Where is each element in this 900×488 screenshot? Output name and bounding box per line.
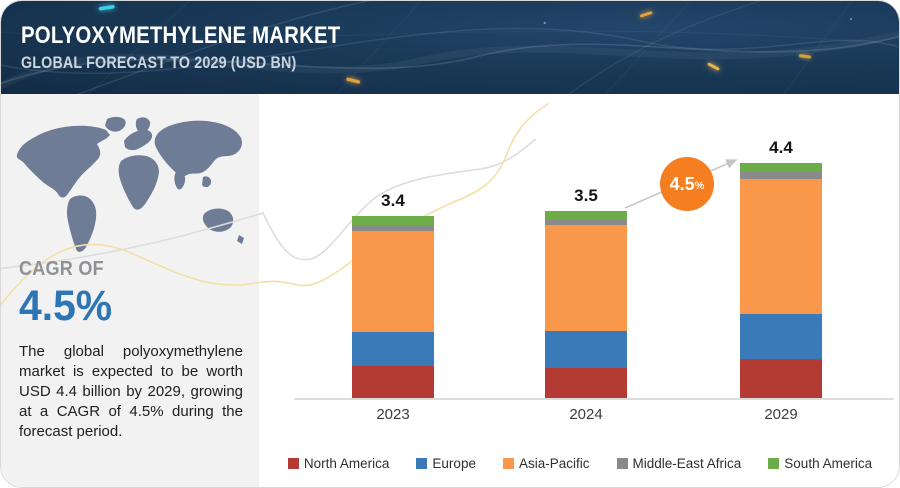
stacked-bar-2023: [352, 216, 434, 398]
bar-segment-europe: [740, 314, 822, 360]
cagr-badge-percent: %: [694, 179, 705, 192]
legend-swatch-icon: [416, 458, 428, 469]
bar-segment-south-america: [352, 216, 434, 226]
page-title: POLYOXYMETHYLENE MARKET: [21, 22, 341, 49]
bar-segment-north-america: [740, 359, 822, 398]
bar-segment-north-america: [545, 368, 627, 398]
bar-total-label: 3.5: [574, 185, 598, 205]
x-axis-label: 2024: [569, 406, 603, 423]
legend-item-asia-pacific: Asia-Pacific: [502, 456, 590, 471]
bar-segment-asia-pacific: [740, 178, 822, 314]
stacked-bar-2024: [545, 210, 627, 398]
bar-segment-north-america: [352, 366, 434, 398]
legend-item-europe: Europe: [416, 456, 476, 471]
x-axis-line: [294, 398, 894, 400]
network-lines-graphic: [1, 1, 899, 94]
legend-label: South America: [784, 456, 873, 471]
cagr-badge-value: 4.5: [669, 173, 695, 194]
sidebar: CAGR OF 4.5% The global polyoxymethylene…: [1, 94, 259, 487]
chart-legend: North America Europe Asia-Pacific Middle-Ea…: [259, 456, 899, 471]
legend-item-north-america: North America: [287, 456, 390, 471]
legend-swatch-icon: [616, 458, 628, 469]
legend-item-middle-east-africa: Middle-East Africa: [616, 456, 742, 471]
legend-label: Asia-Pacific: [518, 456, 590, 471]
legend-label: Europe: [432, 456, 476, 471]
legend-label: North America: [303, 456, 390, 471]
legend-swatch-icon: [768, 458, 780, 469]
page-subtitle: GLOBAL FORECAST TO 2029 (USD BN): [21, 53, 297, 72]
bar-total-label: 3.4: [381, 191, 405, 211]
x-axis-label: 2023: [376, 406, 410, 423]
stacked-bar-2029: [740, 162, 822, 398]
content-area: CAGR OF 4.5% The global polyoxymethylene…: [1, 94, 899, 487]
cagr-badge: 4.5%: [660, 157, 714, 211]
bar-segment-middle-east-africa: [545, 219, 627, 226]
world-map-graphic: [16, 116, 244, 252]
legend-label: Middle-East Africa: [632, 456, 742, 471]
bar-segment-middle-east-africa: [740, 172, 822, 179]
bar-segment-europe: [352, 331, 434, 367]
bar-segment-asia-pacific: [352, 230, 434, 332]
legend-item-south-america: South America: [768, 456, 872, 471]
header: POLYOXYMETHYLENE MARKET GLOBAL FORECAST …: [1, 1, 899, 94]
cagr-label: CAGR OF: [19, 258, 104, 280]
bar-segment-south-america: [740, 162, 822, 173]
legend-swatch-icon: [502, 458, 514, 469]
x-axis-label: 2029: [764, 406, 798, 423]
cagr-value: 4.5%: [19, 282, 113, 330]
bar-segment-europe: [545, 331, 627, 369]
bar-segment-asia-pacific: [545, 225, 627, 332]
bar-segment-south-america: [545, 210, 627, 220]
stacked-bar-chart: 3.4 2023 3.5 2024 4.4 2029 4.5% North America…: [259, 94, 899, 487]
bar-total-label: 4.4: [769, 137, 793, 157]
legend-swatch-icon: [287, 458, 299, 469]
market-summary-text: The global polyoxymethylene market is ex…: [19, 343, 243, 440]
